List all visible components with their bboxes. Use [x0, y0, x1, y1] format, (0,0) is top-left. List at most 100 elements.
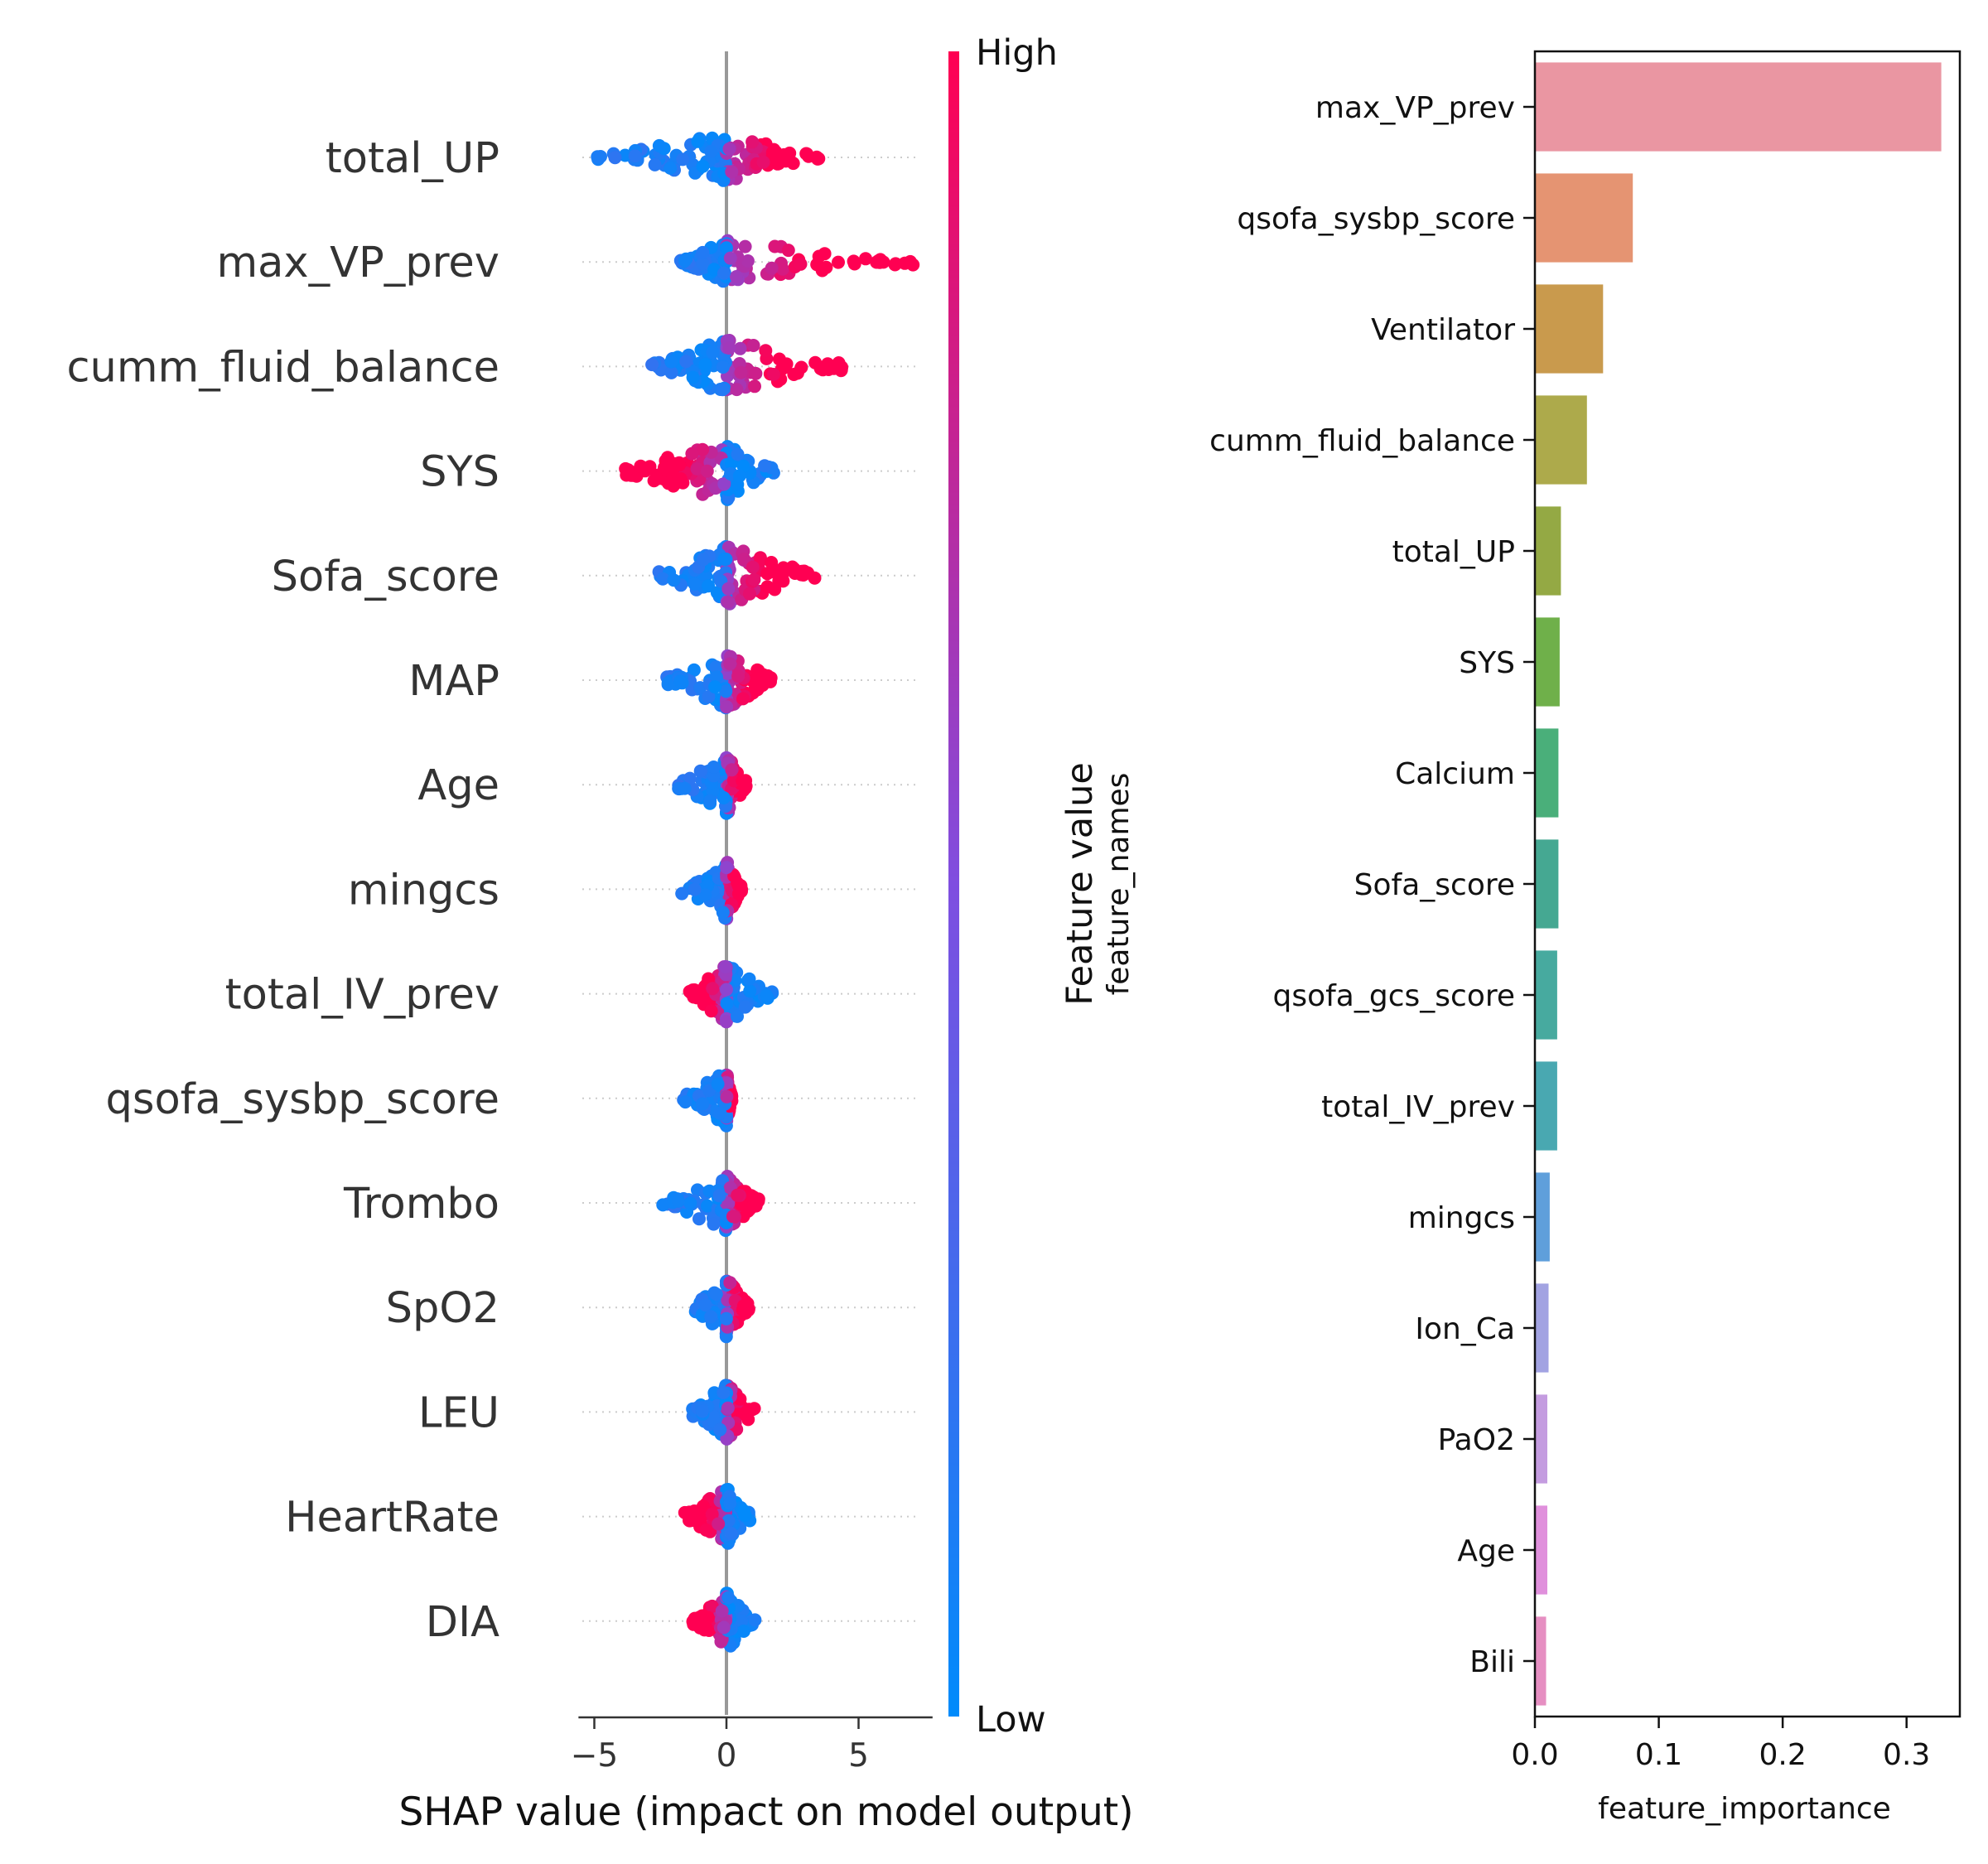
- shap-feature-dots: [686, 1379, 761, 1446]
- shap-dot: [739, 1306, 753, 1320]
- shap-dot: [687, 990, 701, 1004]
- importance-bar: [1535, 395, 1587, 485]
- shap-dot: [686, 370, 700, 384]
- shap-feature-label: MAP: [408, 657, 499, 706]
- shap-dot: [720, 997, 734, 1011]
- shap-dot: [719, 684, 733, 698]
- bar-category-label: SYS: [1459, 646, 1515, 680]
- shap-dot: [716, 383, 730, 397]
- shap-dot: [721, 1591, 736, 1605]
- shap-feature-dots: [660, 649, 778, 715]
- shap-dot: [713, 1422, 727, 1437]
- bar-category-label: Sofa_score: [1354, 868, 1515, 902]
- bar-category-label: PaO2: [1438, 1423, 1515, 1457]
- bar-x-tick-label: 0.0: [1511, 1738, 1558, 1772]
- shap-dot: [709, 1287, 723, 1301]
- shap-dot: [731, 447, 745, 461]
- shap-dot: [699, 568, 713, 582]
- shap-dot: [688, 577, 702, 591]
- shap-dot: [652, 138, 666, 152]
- shap-dot: [678, 254, 692, 268]
- bar-x-tick-label: 0.1: [1635, 1738, 1682, 1772]
- importance-bar: [1535, 284, 1604, 374]
- shap-dot: [720, 1089, 734, 1103]
- shap-feature-label: max_VP_prev: [216, 239, 499, 287]
- colorbar-gradient: [948, 51, 959, 1717]
- bar-category-label: total_IV_prev: [1321, 1090, 1515, 1124]
- shap-dot: [717, 1386, 731, 1399]
- shap-dot: [730, 270, 743, 283]
- shap-dot: [767, 368, 780, 381]
- shap-dot: [812, 152, 826, 166]
- shap-dot: [667, 573, 681, 587]
- shap-dot: [707, 1217, 721, 1231]
- shap-dot: [794, 360, 808, 374]
- shap-dot: [712, 1517, 726, 1531]
- shap-dot: [713, 1106, 727, 1120]
- shap-feature-label: cumm_fluid_balance: [66, 343, 499, 392]
- shap-dot: [678, 1095, 692, 1109]
- shap-dot: [903, 254, 917, 268]
- shap-feature-dots: [683, 960, 779, 1029]
- shap-dot: [741, 254, 755, 268]
- shap-dot: [648, 157, 662, 171]
- shap-dot: [704, 1004, 718, 1018]
- shap-dot: [717, 553, 731, 566]
- shap-dot: [696, 442, 710, 456]
- bar-x-tick-label: 0.2: [1759, 1738, 1806, 1772]
- shap-dot: [717, 791, 731, 804]
- shap-dot: [721, 1196, 736, 1210]
- shap-dot: [719, 983, 733, 997]
- shap-feature-label: Sofa_score: [272, 553, 499, 601]
- importance-bar: [1535, 1172, 1550, 1262]
- shap-x-ticks: −5 0 5: [571, 1717, 869, 1775]
- shap-dot: [698, 888, 712, 902]
- shap-dot: [671, 1194, 685, 1208]
- shap-dot: [719, 1015, 733, 1029]
- shap-dot: [737, 553, 751, 566]
- shap-dot: [645, 358, 659, 372]
- colorbar-low-label: Low: [976, 1699, 1046, 1741]
- importance-bar: [1535, 1616, 1546, 1706]
- bar-y-axis-title: feature_names: [1102, 773, 1136, 996]
- shap-dot: [709, 660, 723, 674]
- shap-dot: [700, 464, 714, 478]
- shap-dot: [618, 148, 632, 162]
- shap-feature-label: SYS: [420, 448, 499, 497]
- shap-dot: [746, 339, 760, 352]
- importance-bar: [1535, 617, 1560, 707]
- shap-dot: [673, 674, 688, 688]
- bar-chart-x-ticks: 0.0 0.1 0.2 0.3: [1511, 1717, 1930, 1772]
- shap-dot: [730, 383, 744, 397]
- shap-dot: [664, 355, 678, 369]
- shap-dot: [691, 134, 705, 148]
- shap-dot: [722, 341, 736, 355]
- feature-importance-bar-chart: max_VP_prev qsofa_sysbp_score Ventilator cu…: [1209, 50, 1961, 1826]
- shap-dot: [688, 882, 702, 896]
- shap-feature-dots: [652, 540, 822, 611]
- shap-dot: [749, 366, 763, 380]
- shap-feature-label: Age: [417, 761, 499, 810]
- shap-dot: [696, 245, 710, 259]
- shap-dot: [808, 355, 823, 369]
- shap-dot: [781, 244, 795, 258]
- bar-category-label: Bili: [1469, 1645, 1515, 1679]
- shap-dot: [768, 582, 782, 596]
- shap-feature-label: mingcs: [348, 866, 499, 915]
- shap-dot: [685, 447, 699, 461]
- importance-bar: [1535, 950, 1557, 1040]
- shap-dot: [834, 364, 848, 378]
- shap-dot: [727, 869, 741, 883]
- shap-dot: [859, 252, 872, 266]
- colorbar: High Low Feature value feature_names: [948, 32, 1136, 1741]
- shap-dot: [888, 258, 902, 272]
- shap-dot: [720, 700, 734, 714]
- shap-dot: [706, 345, 720, 360]
- shap-feature-dots: [677, 1068, 739, 1132]
- importance-bar: [1535, 1505, 1547, 1595]
- shap-dot: [734, 365, 748, 379]
- shap-dot: [704, 144, 718, 158]
- shap-dot: [746, 135, 760, 149]
- shap-dot: [748, 379, 761, 394]
- shap-dot: [710, 670, 723, 684]
